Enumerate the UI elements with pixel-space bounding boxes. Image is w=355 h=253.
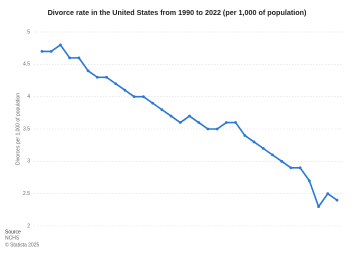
point: [252, 140, 256, 144]
point: [178, 121, 182, 124]
point: [59, 43, 62, 47]
point: [215, 127, 219, 131]
point: [40, 50, 44, 53]
chart-title: Divorce rate in the United States from 1…: [48, 8, 307, 17]
point: [169, 114, 173, 118]
point: [160, 108, 164, 111]
point: [142, 95, 145, 99]
source-heading: Source: [5, 229, 21, 235]
point: [326, 192, 330, 196]
point: [132, 95, 136, 99]
y-tick-label: 3: [27, 159, 30, 165]
point: [114, 82, 118, 86]
point: [95, 75, 99, 79]
copyright: © Statista 2025: [5, 241, 39, 248]
point: [77, 56, 81, 60]
y-tick-label: 2.5: [23, 191, 30, 197]
y-tick-label: 2: [27, 223, 30, 229]
point: [335, 198, 339, 202]
point: [188, 114, 191, 118]
point: [123, 88, 127, 92]
point: [298, 166, 302, 170]
point: [271, 153, 274, 157]
point: [86, 69, 90, 73]
point: [307, 179, 311, 183]
point: [243, 134, 247, 137]
point: [224, 121, 228, 124]
point: [197, 121, 201, 124]
line: [42, 44, 338, 208]
point: [68, 56, 72, 60]
point: [206, 127, 210, 131]
point: [261, 147, 265, 150]
point: [151, 101, 155, 105]
point: [317, 205, 320, 209]
point: [280, 159, 284, 163]
point: [49, 50, 53, 53]
y-axis-label: Divorces per 1,000 of population: [15, 93, 21, 165]
y-tick-label: 4.5: [23, 62, 30, 68]
point: [289, 166, 293, 170]
y-tick-label: 5: [27, 29, 30, 35]
y-tick-label: 3.5: [23, 126, 30, 132]
source-name: NCHS: [5, 235, 20, 241]
y-tick-label: 4: [27, 94, 30, 100]
point: [105, 75, 108, 79]
point: [234, 121, 237, 124]
